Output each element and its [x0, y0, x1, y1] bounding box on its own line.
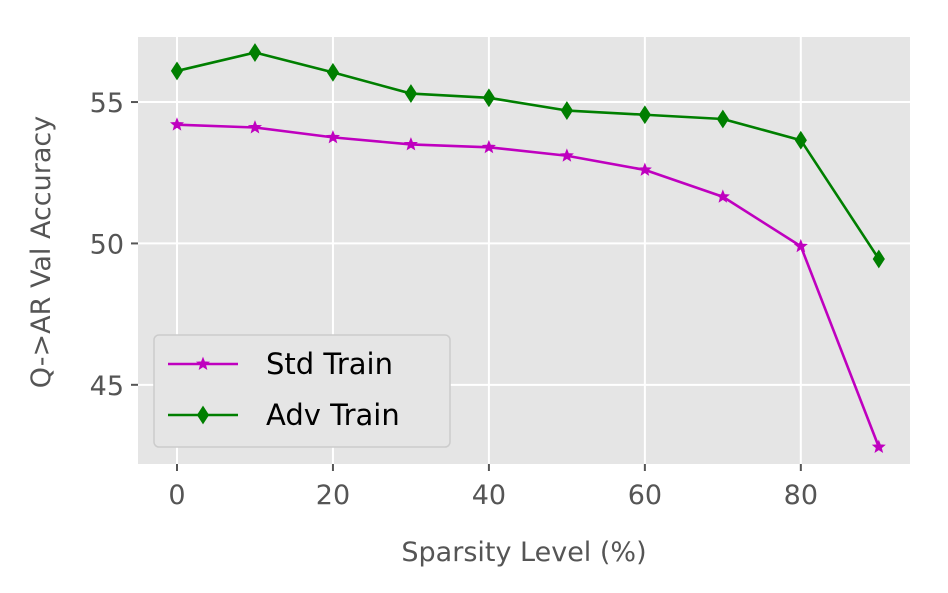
data-point — [638, 105, 651, 125]
y-axis-label: Q->AR Val Accuracy — [26, 116, 57, 388]
series-adv-train — [170, 43, 885, 269]
legend-entry: Std Train — [168, 347, 393, 381]
y-tick-label: 50 — [90, 229, 124, 260]
data-point — [403, 137, 418, 151]
y-tick-label: 45 — [90, 371, 124, 402]
data-point — [247, 120, 262, 134]
data-point — [871, 439, 886, 454]
data-point — [872, 249, 885, 269]
data-point — [325, 130, 340, 144]
x-tick-label: 80 — [784, 480, 818, 511]
data-point — [169, 117, 185, 131]
series-line-adv-train — [176, 51, 880, 260]
legend-marker — [196, 405, 210, 425]
data-point — [326, 62, 340, 82]
series-std-train — [169, 117, 886, 454]
data-point — [794, 130, 807, 150]
data-point — [248, 43, 262, 62]
axis-ticks: 0 20 40 60 80 45 50 55 — [90, 88, 818, 511]
series-line-std-train — [176, 123, 881, 448]
legend-label: Adv Train — [266, 398, 400, 432]
data-point — [482, 88, 496, 108]
legend-entry: Adv Train — [168, 398, 400, 432]
legend-label: Std Train — [266, 347, 393, 381]
data-point — [716, 109, 729, 129]
x-axis-label: Sparsity Level (%) — [401, 537, 646, 568]
x-tick-label: 60 — [628, 480, 662, 511]
legend-entries: Std Train Adv Train — [168, 347, 400, 432]
data-point — [404, 84, 418, 103]
legend-marker — [195, 356, 211, 370]
x-tick-label: 40 — [472, 480, 506, 511]
data-point — [637, 162, 652, 176]
data-point — [560, 101, 573, 120]
data-point — [793, 238, 808, 253]
y-tick-label: 55 — [90, 88, 124, 119]
data-point — [481, 139, 496, 154]
legend: Std Train Adv Train — [153, 334, 451, 448]
data-point — [170, 61, 184, 81]
x-tick-label: 0 — [168, 480, 185, 511]
x-tick-label: 20 — [316, 480, 350, 511]
data-point — [715, 189, 730, 203]
series-layer — [169, 43, 886, 454]
data-point — [559, 148, 574, 162]
